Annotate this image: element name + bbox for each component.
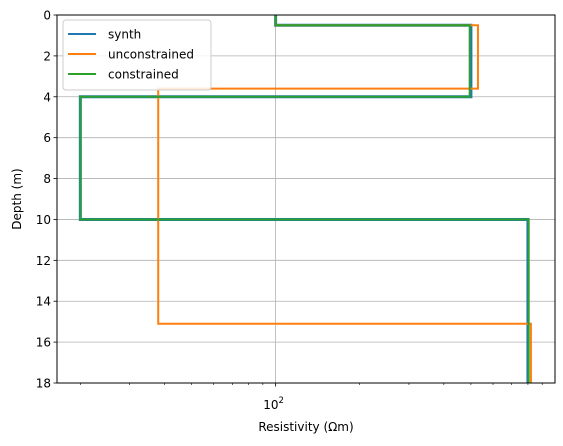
legend-entry-synth: synth <box>108 28 141 42</box>
ticks: 0 2 4 6 8 10 12 14 16 18 102 <box>36 9 543 412</box>
y-tick-label: 18 <box>36 377 51 391</box>
y-tick-label: 6 <box>43 131 51 145</box>
y-tick-label: 12 <box>36 254 51 268</box>
y-tick-label: 14 <box>36 295 51 309</box>
legend-entry-constrained: constrained <box>108 68 179 82</box>
plot-frame <box>56 14 556 384</box>
y-tick-label: 0 <box>43 9 51 23</box>
y-tick-label: 2 <box>43 49 51 63</box>
y-tick-label: 10 <box>36 213 51 227</box>
y-tick-label: 16 <box>36 336 51 350</box>
y-tick-label: 8 <box>43 172 51 186</box>
series-layer <box>78 15 532 383</box>
y-tick-label: 4 <box>43 90 51 104</box>
series-line-constrained <box>79 15 530 383</box>
x-axis-label: Resistivity (Ωm) <box>258 420 353 434</box>
legend-box <box>62 19 212 91</box>
x-tick-label: 102 <box>263 396 284 412</box>
legend: synth unconstrained constrained <box>62 19 212 91</box>
y-axis-label: Depth (m) <box>10 168 24 229</box>
series-line-unconstrained <box>157 15 532 383</box>
legend-entry-unconstrained: unconstrained <box>108 48 194 62</box>
